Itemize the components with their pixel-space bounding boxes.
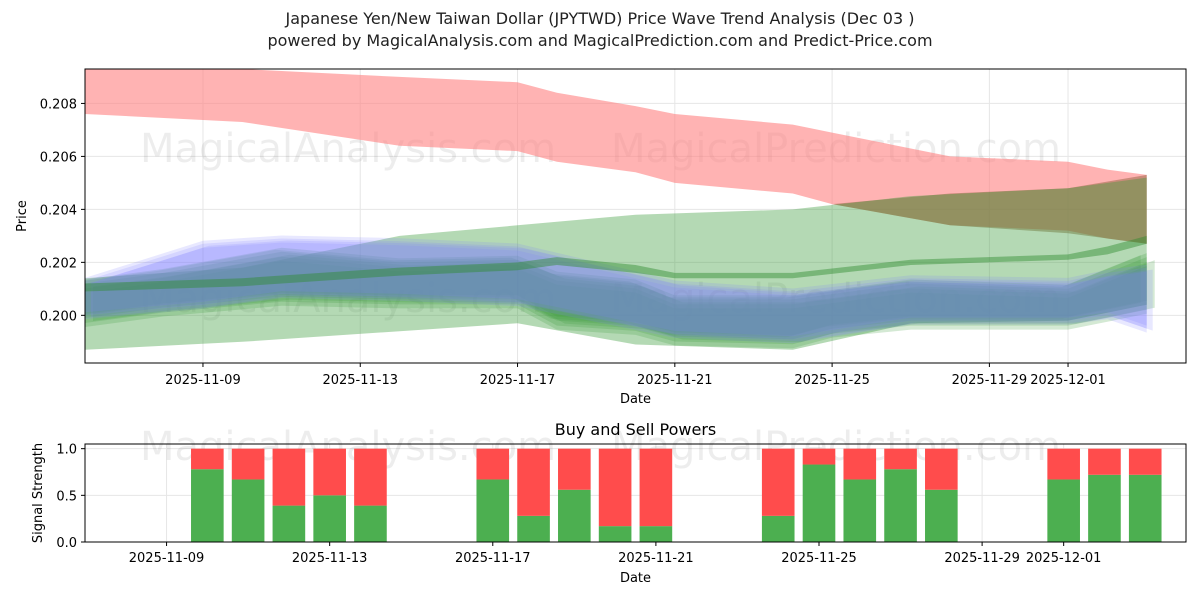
price-chart-axes: 2025-11-09 2025-11-13 2025-11-17 2025-11-21… (15, 68, 1187, 407)
sell-bar (191, 448, 224, 470)
sell-bar (1128, 448, 1162, 475)
power-chart-bars (191, 448, 1162, 542)
buy-bar (925, 489, 958, 542)
x-axis-label: Date (620, 392, 651, 407)
sell-bar (1047, 448, 1080, 480)
sell-bar (476, 448, 510, 480)
sell-bar (558, 448, 591, 490)
buy-bar (802, 464, 836, 542)
sell-bar (843, 448, 877, 480)
x-tick-label: 2025-11-21 (637, 373, 713, 388)
x-tick-label: 2025-12-01 (1026, 551, 1102, 566)
buy-bar (558, 489, 591, 542)
sell-bar (639, 448, 673, 527)
y-tick-label: 0.204 (40, 203, 77, 218)
power-chart-title: Buy and Sell Powers (555, 420, 717, 439)
buy-bar (191, 469, 224, 542)
y-tick-label: 0.206 (40, 150, 77, 165)
x-tick-label: 2025-11-21 (618, 551, 694, 566)
buy-bar (476, 479, 510, 542)
buy-bar (517, 515, 550, 542)
y-tick-label: 1.0 (56, 443, 77, 458)
blue-wave-cluster (85, 242, 1147, 344)
brown-band (832, 174, 1147, 244)
chart-subtitle: powered by MagicalAnalysis.com and Magic… (267, 31, 933, 50)
sell-bar (884, 448, 917, 470)
green-wave-cluster (85, 251, 1147, 340)
sell-bar (761, 448, 795, 516)
plot-frame (84, 443, 1187, 543)
green-wave-cluster (85, 256, 1147, 345)
sell-bar (925, 448, 958, 490)
sell-bar (354, 448, 387, 506)
sell-bar (598, 448, 632, 527)
y-tick-label: 0.208 (40, 97, 77, 112)
blue-wave-cluster (91, 240, 1153, 342)
sell-bar (313, 448, 346, 496)
x-tick-label: 2025-11-13 (292, 551, 368, 566)
buy-bar (598, 526, 632, 542)
x-tick-label: 2025-11-29 (952, 373, 1028, 388)
y-tick-label: 0.202 (40, 256, 77, 271)
red-band (85, 69, 1147, 244)
buy-bar (313, 495, 346, 542)
green-trend-line (85, 235, 1147, 292)
buy-bar (354, 505, 387, 542)
buy-bar (884, 469, 917, 542)
green-wave-cluster (85, 260, 1147, 349)
sell-bar (802, 448, 836, 465)
watermark-right: MagicalPrediction.com (611, 424, 1061, 470)
x-tick-label: 2025-11-13 (322, 373, 398, 388)
buy-bar (761, 515, 795, 542)
blue-wave-cluster (85, 235, 1147, 337)
sell-bar (272, 448, 306, 506)
x-tick-label: 2025-11-09 (165, 373, 241, 388)
buy-bar (1088, 474, 1121, 542)
buy-bar (272, 505, 306, 542)
watermark-left: MagicalAnalysis.com (140, 276, 556, 322)
x-tick-label: 2025-11-25 (794, 373, 870, 388)
price-chart-bands (85, 69, 1155, 350)
sell-bar (1088, 448, 1121, 475)
buy-bar (639, 526, 673, 542)
wide-green-band (85, 177, 1147, 350)
chart-title: Japanese Yen/New Taiwan Dollar (JPYTWD) … (285, 9, 915, 28)
power-chart-axes: 2025-11-09 2025-11-13 2025-11-17 2025-11-21… (31, 420, 1187, 586)
y-axis-label: Signal Strength (31, 443, 46, 543)
x-tick-label: 2025-11-09 (129, 551, 205, 566)
x-tick-label: 2025-11-17 (455, 551, 531, 566)
blue-wave-cluster (85, 238, 1147, 340)
y-tick-label: 0.0 (56, 536, 77, 551)
x-axis-label: Date (620, 571, 651, 586)
y-axis-label: Price (15, 200, 30, 232)
x-tick-label: 2025-11-17 (480, 373, 556, 388)
green-wave-cluster (85, 249, 1141, 338)
green-wave-cluster (93, 254, 1155, 343)
plot-frame (84, 68, 1187, 364)
y-tick-label: 0.5 (56, 489, 77, 504)
y-tick-label: 0.200 (40, 309, 77, 324)
x-tick-label: 2025-11-25 (781, 551, 857, 566)
buy-bar (231, 479, 265, 542)
green-wave-cluster (85, 247, 1147, 336)
sell-bar (231, 448, 265, 480)
sell-bar (517, 448, 550, 516)
x-tick-label: 2025-12-01 (1030, 373, 1106, 388)
band-group (85, 69, 1155, 350)
buy-bar (1128, 474, 1162, 542)
watermark-right: MagicalPrediction.com (611, 276, 1061, 322)
buy-bar (843, 479, 877, 542)
x-tick-label: 2025-11-29 (944, 551, 1020, 566)
buy-bar (1047, 479, 1080, 542)
